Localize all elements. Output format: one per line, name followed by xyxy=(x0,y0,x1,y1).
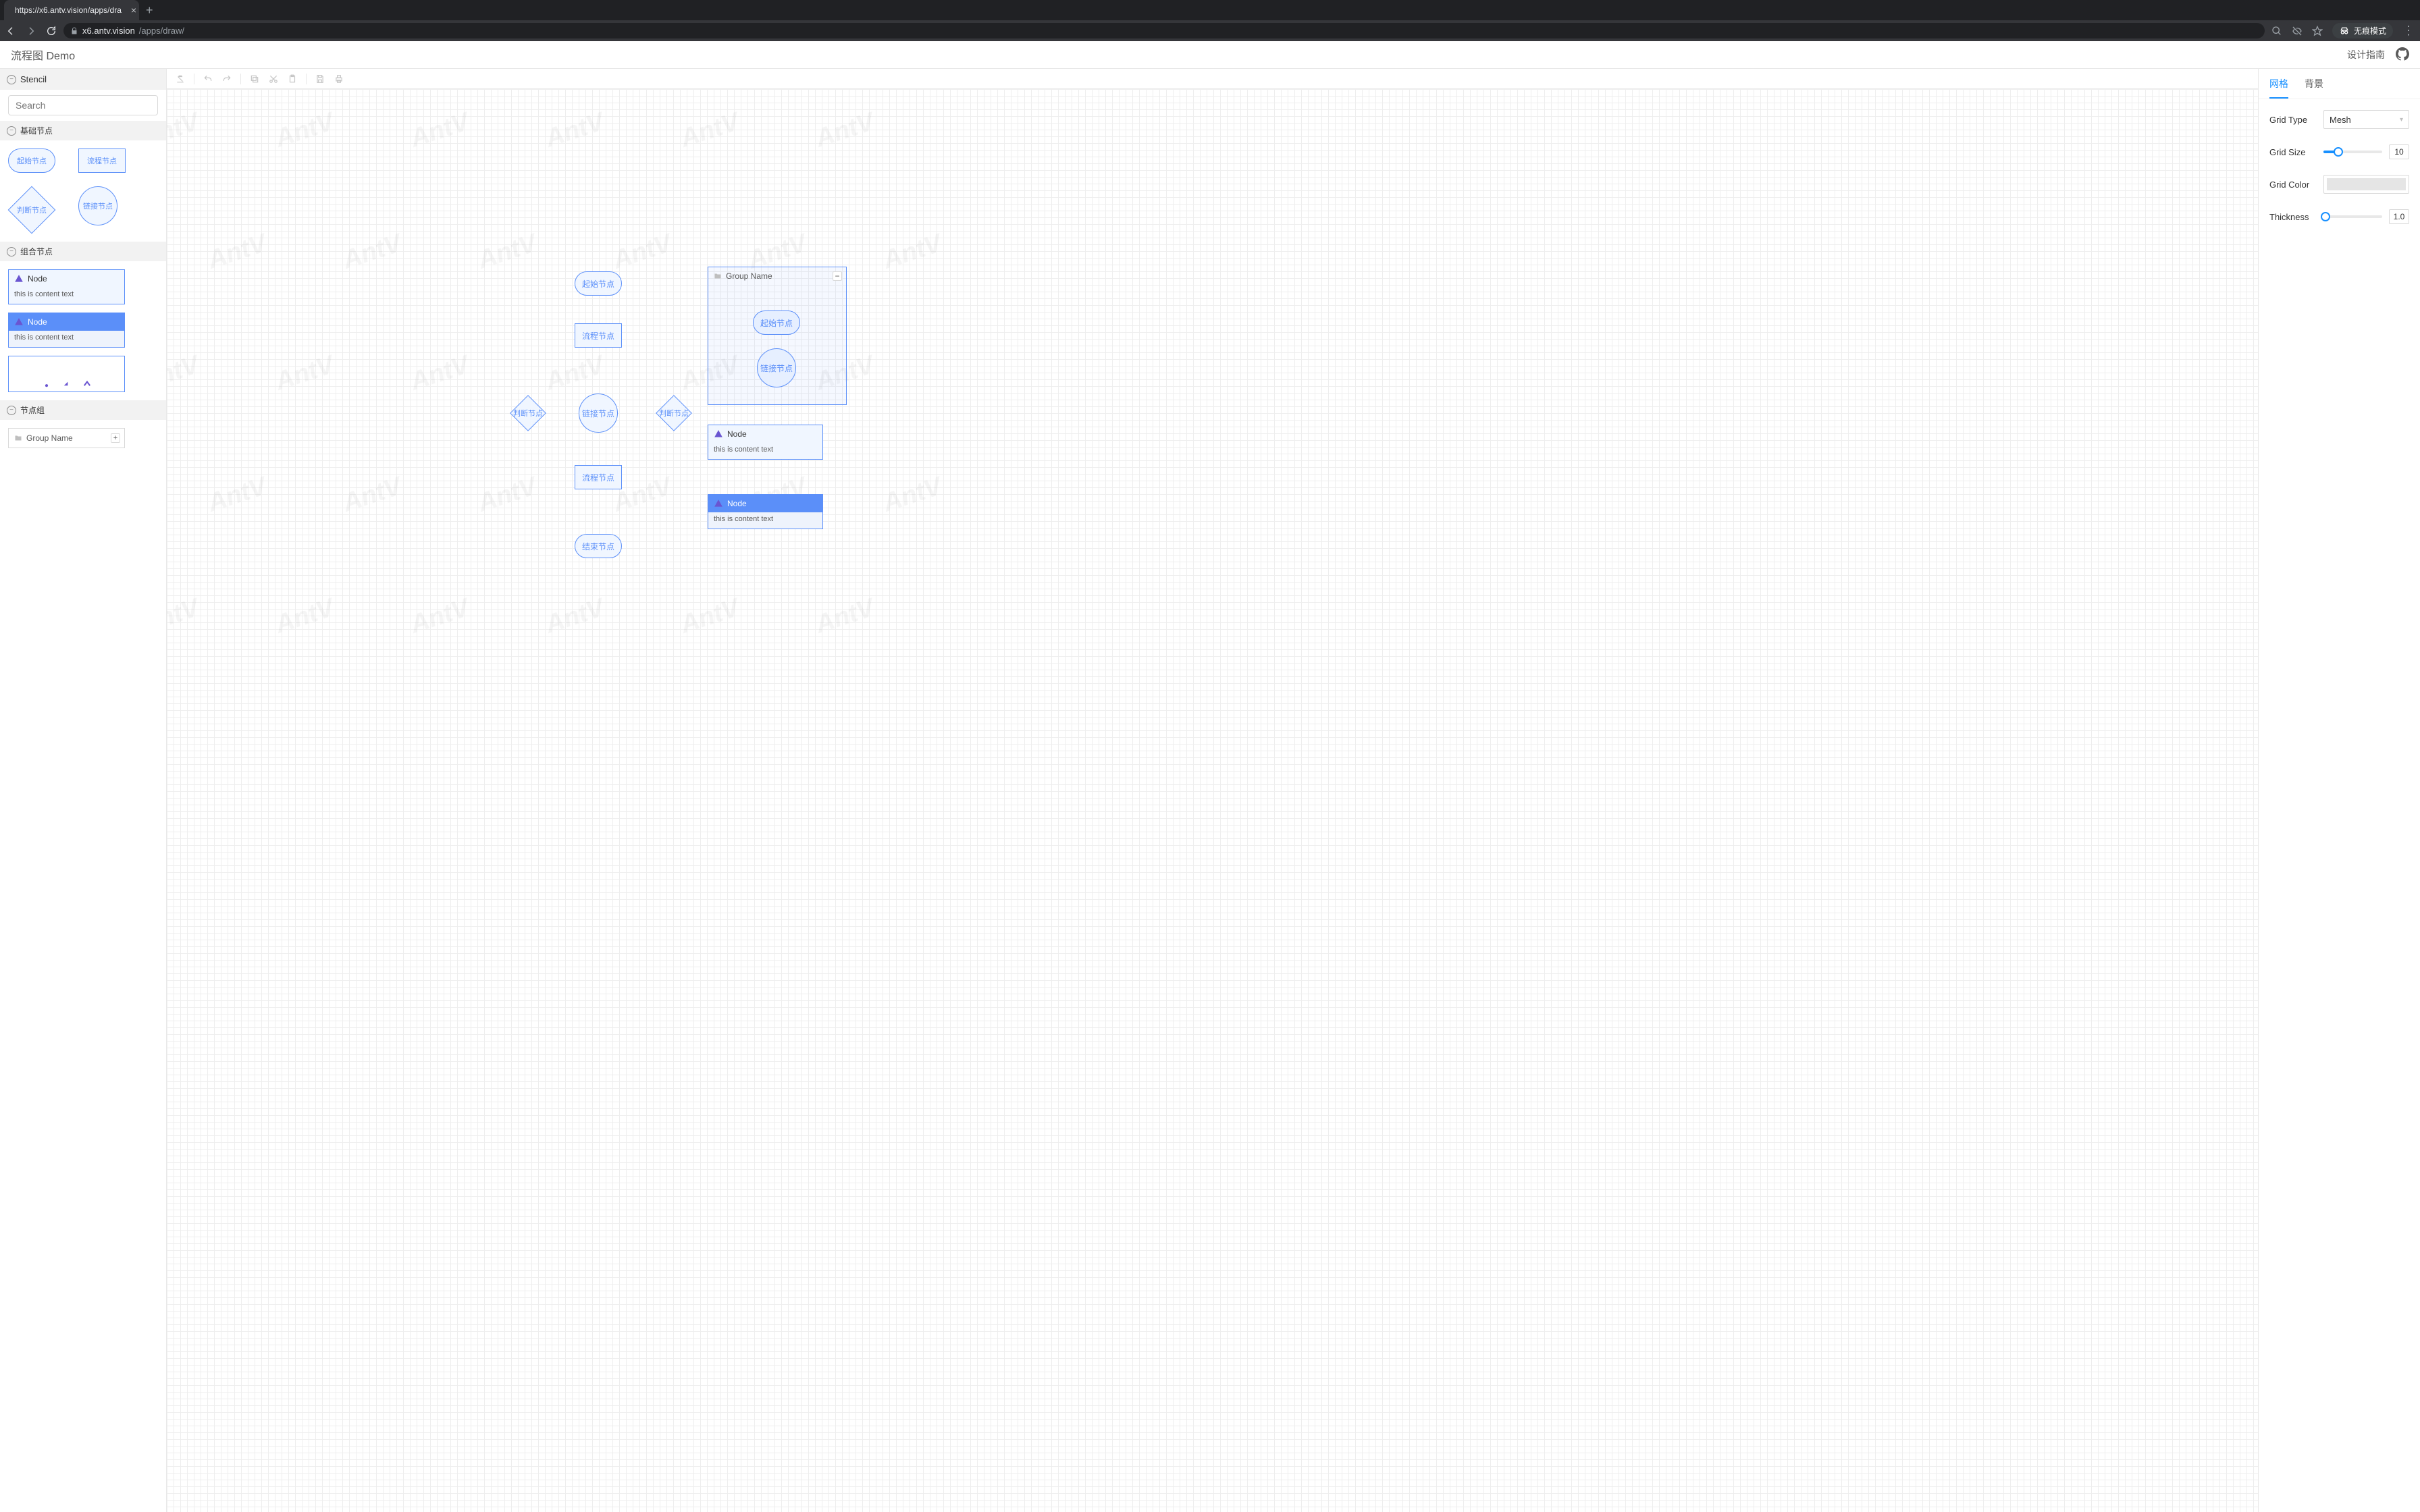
stencil-group-basic-header[interactable]: − 基础节点 xyxy=(0,121,166,140)
url-host: x6.antv.vision xyxy=(82,26,135,36)
chevron-down-icon: ▾ xyxy=(2400,116,2403,124)
close-icon[interactable]: × xyxy=(131,5,136,16)
browser-tab[interactable]: https://x6.antv.vision/apps/dra × xyxy=(4,0,139,20)
canvas-grid xyxy=(167,89,2258,1512)
stencil-combo-node-mini[interactable] xyxy=(8,356,125,392)
grid-size-value: 10 xyxy=(2389,144,2409,159)
back-icon[interactable] xyxy=(5,26,16,36)
address-bar: x6.antv.vision/apps/draw/ 无痕模式 ⋮ xyxy=(0,20,2420,41)
grid-type-label: Grid Type xyxy=(2269,115,2317,125)
antv-icon xyxy=(714,499,723,508)
canvas-node-dec_l[interactable]: 判断节点 xyxy=(510,396,546,431)
tab-background[interactable]: 背景 xyxy=(2305,77,2323,99)
stencil-group-group-header[interactable]: − 节点组 xyxy=(0,400,166,420)
collapse-icon: − xyxy=(7,75,16,84)
group-title: Group Name xyxy=(726,271,772,281)
grid-size-slider[interactable] xyxy=(2323,142,2382,161)
canvas-node-conn[interactable]: 链接节点 xyxy=(579,394,618,433)
collapse-icon: − xyxy=(7,406,16,415)
new-tab-button[interactable]: + xyxy=(139,3,160,18)
canvas[interactable]: AntVAntVAntVAntVAntVAntVAntVAntVAntVAntV… xyxy=(167,89,2258,1512)
design-guide-link[interactable]: 设计指南 xyxy=(2347,48,2385,61)
folder-icon xyxy=(714,272,722,280)
collapse-icon: − xyxy=(7,247,16,256)
thickness-slider[interactable] xyxy=(2323,207,2382,226)
paste-button[interactable] xyxy=(284,71,300,87)
angle-icon xyxy=(62,378,72,387)
canvas-node-proc2[interactable]: 流程节点 xyxy=(575,465,622,489)
folder-icon xyxy=(14,434,22,442)
stencil-header[interactable]: − Stencil xyxy=(0,69,166,90)
canvas-node-dec_r[interactable]: 判断节点 xyxy=(656,396,691,431)
incognito-badge: 无痕模式 xyxy=(2332,23,2393,38)
lock-icon xyxy=(70,27,78,35)
canvas-group[interactable]: Group Name − xyxy=(708,267,847,405)
redo-button[interactable] xyxy=(219,71,235,87)
url-path: /apps/draw/ xyxy=(139,26,184,36)
stencil-group-combo-header[interactable]: − 组合节点 xyxy=(0,242,166,261)
undo-button[interactable] xyxy=(200,71,216,87)
canvas-combo-node-accent[interactable]: Node this is content text xyxy=(708,494,823,529)
thickness-value: 1.0 xyxy=(2389,209,2409,224)
eye-off-icon[interactable] xyxy=(2292,26,2303,36)
grid-type-select[interactable]: Mesh ▾ xyxy=(2323,110,2409,129)
stencil-combo-node-plain[interactable]: Node this is content text xyxy=(8,269,125,304)
antv-icon xyxy=(14,317,24,327)
incognito-icon xyxy=(2339,26,2350,36)
kebab-menu-icon[interactable]: ⋮ xyxy=(2402,24,2415,38)
canvas-node-end[interactable]: 结束节点 xyxy=(575,534,622,558)
grid-color-label: Grid Color xyxy=(2269,180,2317,190)
minus-icon[interactable]: − xyxy=(833,271,842,281)
stencil-shape-decision[interactable]: 判断节点 xyxy=(8,186,55,234)
dot-icon xyxy=(42,378,51,387)
github-link[interactable] xyxy=(2396,47,2409,63)
stencil-shape-start[interactable]: 起始节点 xyxy=(8,148,55,173)
github-icon xyxy=(2396,47,2409,61)
copy-button[interactable] xyxy=(246,71,263,87)
tab-grid[interactable]: 网格 xyxy=(2269,77,2288,99)
forward-icon[interactable] xyxy=(26,26,36,36)
stencil-search-input[interactable] xyxy=(8,95,158,115)
canvas-node-start[interactable]: 起始节点 xyxy=(575,271,622,296)
save-button[interactable] xyxy=(312,71,328,87)
stencil-shape-connector[interactable]: 链接节点 xyxy=(78,186,117,225)
caret-icon xyxy=(82,378,92,387)
antv-icon xyxy=(14,274,24,284)
stencil-group-node[interactable]: Group Name + xyxy=(8,428,125,448)
toolbar xyxy=(167,69,2258,89)
grid-size-label: Grid Size xyxy=(2269,147,2317,157)
plus-icon: + xyxy=(111,433,120,443)
app-header: 流程图 Demo 设计指南 xyxy=(0,41,2420,69)
collapse-icon: − xyxy=(7,126,16,136)
tab-bar: https://x6.antv.vision/apps/dra × + xyxy=(0,0,2420,20)
cut-button[interactable] xyxy=(265,71,282,87)
tab-title: https://x6.antv.vision/apps/dra xyxy=(15,5,122,15)
zoom-icon[interactable] xyxy=(2271,26,2282,36)
stencil-combo-node-accent[interactable]: Node this is content text xyxy=(8,313,125,348)
app-title: 流程图 Demo xyxy=(11,47,75,63)
stencil-shape-process[interactable]: 流程节点 xyxy=(78,148,126,173)
antv-icon xyxy=(714,429,723,439)
inspector-panel: 网格 背景 Grid Type Mesh ▾ Grid Size 10 Gri xyxy=(2258,69,2420,1512)
grid-color-picker[interactable] xyxy=(2323,175,2409,194)
browser-chrome: https://x6.antv.vision/apps/dra × + x6.a… xyxy=(0,0,2420,41)
clear-button[interactable] xyxy=(172,71,188,87)
thickness-label: Thickness xyxy=(2269,212,2317,222)
print-button[interactable] xyxy=(331,71,347,87)
url-input[interactable]: x6.antv.vision/apps/draw/ xyxy=(63,23,2265,38)
stencil-sidebar: − Stencil − 基础节点 起始节点 流程节点 判断节点 链接节点 − 组… xyxy=(0,69,167,1512)
canvas-combo-node-plain[interactable]: Node this is content text xyxy=(708,425,823,460)
reload-icon[interactable] xyxy=(46,26,57,36)
canvas-node-proc1[interactable]: 流程节点 xyxy=(575,323,622,348)
star-icon[interactable] xyxy=(2312,26,2323,36)
